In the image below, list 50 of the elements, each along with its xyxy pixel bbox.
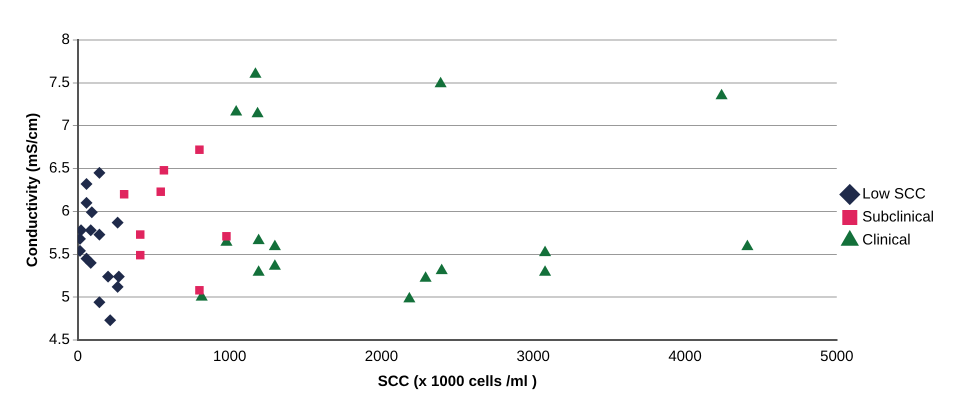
point [436,264,448,274]
x-tick-label: 5000 [820,348,854,366]
point [249,67,262,78]
point [156,187,165,196]
legend-label: Clinical [862,232,911,249]
point [195,145,204,154]
x-tick-label: 1000 [212,348,246,366]
y-axis-title: Conductivity (mS/cm) [24,112,42,268]
x-tick-label: 0 [74,348,82,366]
point [84,224,97,236]
legend-label: Low SCC [862,186,926,203]
point [84,256,97,269]
x-tick-label: 4000 [668,348,702,366]
y-tick-label: 5.5 [48,245,70,262]
y-tick-label: 7 [62,116,70,134]
point [102,270,114,283]
point [268,240,281,250]
legend-label: Subclinical [862,208,934,226]
y-tick-label: 6.5 [48,160,70,177]
y-tick-label: 4.5 [48,331,70,348]
x-tick-label: 3000 [516,348,550,366]
y-tick-label: 8 [62,31,70,48]
point [112,280,124,293]
point [252,106,264,118]
point [434,76,447,88]
point [716,88,728,100]
y-tick-label: 6 [62,202,70,220]
point [222,232,231,241]
point [252,234,265,244]
point [741,240,754,250]
point [112,216,124,229]
point [104,314,116,326]
x-axis-title: SCC (x 1000 cells /ml ) [378,373,537,390]
point [538,246,552,256]
point [136,230,144,239]
point [112,270,125,283]
y-tick-label: 5 [62,288,70,306]
point [93,228,106,241]
point [195,286,204,295]
point [93,166,106,179]
point [230,105,242,116]
point [136,250,144,260]
point [80,196,93,209]
x-tick-label: 2000 [364,348,398,366]
point [80,178,93,190]
point [86,206,98,218]
point [120,190,128,199]
y-tick-label: 7.5 [48,74,70,91]
point [93,296,106,308]
point [160,166,168,175]
